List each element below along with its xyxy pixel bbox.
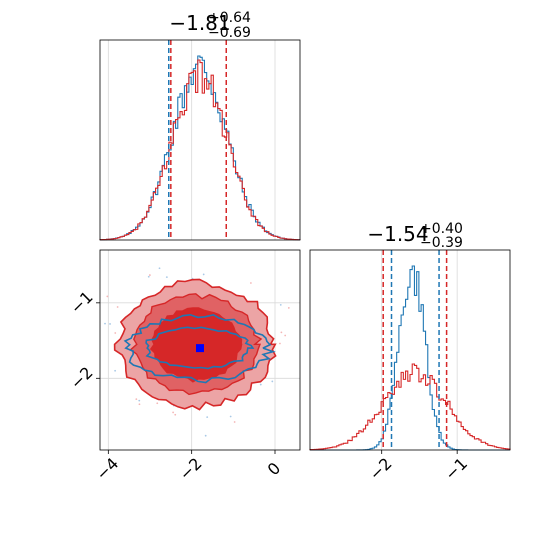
scatter-point	[148, 274, 151, 276]
title-main: −1.81	[169, 11, 230, 35]
histogram-series-red	[99, 59, 301, 241]
x-tick-label: −1	[441, 454, 471, 484]
scatter-point	[284, 334, 287, 337]
scatter-point	[138, 399, 141, 402]
title-sub: −0.69	[208, 25, 251, 41]
scatter-point	[280, 331, 283, 334]
scatter-point	[249, 282, 252, 284]
title-sup: +0.64	[208, 10, 251, 26]
y-tick-label: −2	[67, 363, 97, 393]
scatter-point	[287, 307, 290, 309]
scatter-point	[271, 380, 274, 383]
quantile-lines-marginal-y	[382, 250, 448, 450]
x-ticks-joint: −4 −2 0	[92, 450, 284, 484]
axes-frame	[99, 39, 301, 241]
scatter-point	[147, 275, 150, 278]
grid-marginal-x	[107, 40, 276, 240]
x-tick-label: 0	[264, 459, 285, 480]
scatter-point	[233, 421, 236, 423]
scatter-point	[106, 295, 109, 298]
scatter-point	[138, 403, 141, 406]
panel-marginal-y: −2 −1 −1.54 +0.40 −0.39	[309, 221, 511, 484]
scatter-point	[202, 273, 205, 276]
truth-marker	[196, 344, 204, 353]
scatter-point	[279, 303, 282, 306]
title-main: −1.54	[367, 222, 428, 246]
title-sub: −0.39	[420, 235, 463, 251]
panel-joint: −4 −2 0 −2 −1	[67, 249, 301, 484]
title-sup: +0.40	[420, 221, 463, 237]
histogram-marginal-x	[99, 55, 301, 241]
axes-frame	[99, 249, 301, 451]
scatter-point	[279, 342, 281, 345]
x-tick-label: −4	[92, 454, 122, 484]
y-tick-label: −1	[67, 287, 97, 317]
y-ticks-joint: −2 −1	[67, 287, 100, 393]
panel-marginal-x: −1.81 +0.64 −0.69	[99, 10, 301, 241]
scatter-point	[259, 383, 262, 386]
scatter-point	[158, 267, 161, 270]
scatter-point	[165, 276, 168, 278]
x-tick-label: −2	[176, 454, 206, 484]
scatter-point	[114, 369, 117, 372]
x-tick-label: −2	[366, 454, 396, 484]
scatter-point	[114, 332, 117, 334]
contour-blue-outer	[123, 313, 276, 384]
contours	[113, 278, 277, 411]
scatter-point	[204, 434, 207, 437]
contour-blue-inner	[145, 326, 255, 370]
quantile-lines-marginal-x	[168, 40, 227, 240]
title-marginal-x: −1.81	[169, 11, 230, 35]
title-marginal-y: −1.54	[367, 222, 428, 246]
scatter-point	[174, 413, 177, 416]
histogram-series-red	[309, 363, 511, 451]
scatter-point	[104, 322, 106, 325]
scatter-point	[156, 402, 159, 405]
scatter-point	[109, 323, 111, 325]
scatter-point	[229, 415, 232, 418]
scatter-point	[135, 398, 138, 401]
x-ticks-marginal-y: −2 −1	[366, 450, 471, 484]
scatter-point	[206, 416, 209, 419]
axes-frame	[309, 249, 511, 451]
scatter-point	[172, 411, 175, 414]
scatter-point	[116, 306, 119, 308]
